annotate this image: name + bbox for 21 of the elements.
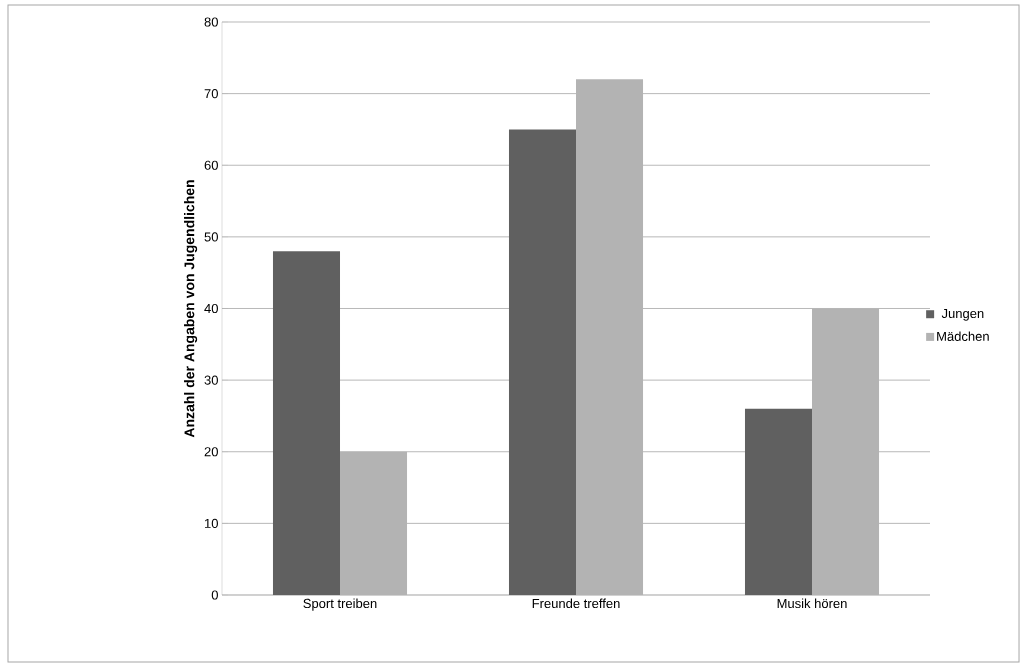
bar bbox=[340, 451, 408, 595]
legend-label: Jungen bbox=[941, 309, 984, 321]
x-tick-label: Sport treiben bbox=[303, 598, 377, 611]
y-tick-label: 20 bbox=[204, 447, 218, 457]
y-tick-label: 10 bbox=[205, 518, 218, 528]
bar bbox=[812, 308, 880, 595]
bar bbox=[272, 251, 341, 595]
bar bbox=[508, 129, 577, 595]
bar bbox=[576, 79, 644, 595]
y-tick-label: 40 bbox=[204, 303, 218, 314]
legend-label: Mädchen bbox=[937, 331, 989, 341]
y-tick-label: 30 bbox=[204, 375, 218, 385]
y-axis-title: Anzahl der Angaben von Jugendlichen bbox=[184, 180, 198, 438]
y-tick-label: 70 bbox=[204, 89, 218, 99]
y-tick-label: 0 bbox=[211, 590, 218, 600]
x-tick-label: Freunde treffen bbox=[532, 598, 620, 609]
x-tick-label: Musik hören bbox=[777, 598, 847, 609]
y-tick-label: 60 bbox=[204, 160, 218, 170]
y-tick-label: 50 bbox=[204, 232, 218, 242]
bar bbox=[744, 408, 813, 595]
y-tick-label: 80 bbox=[204, 17, 218, 27]
